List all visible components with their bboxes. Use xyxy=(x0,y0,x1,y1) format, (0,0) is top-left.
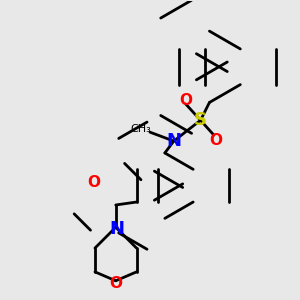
Text: O: O xyxy=(87,175,100,190)
Text: S: S xyxy=(194,111,207,129)
Text: O: O xyxy=(109,276,122,291)
Text: N: N xyxy=(110,220,125,238)
Text: CH₃: CH₃ xyxy=(131,124,152,134)
Text: O: O xyxy=(209,133,222,148)
Text: N: N xyxy=(166,132,181,150)
Text: O: O xyxy=(179,94,192,109)
